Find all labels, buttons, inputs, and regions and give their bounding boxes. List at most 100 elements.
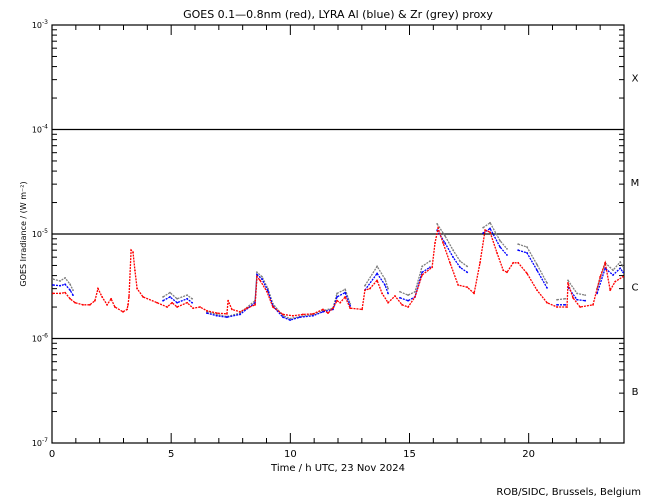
y-tick-label: 10-3 [32, 19, 48, 30]
data-point-blue [459, 266, 461, 269]
data-point-red [442, 242, 445, 244]
data-point-grey [459, 260, 461, 263]
data-point-red [136, 287, 138, 290]
data-point-red [74, 301, 77, 304]
data-point-blue [506, 254, 508, 256]
data-point-red [394, 295, 396, 297]
data-point-red [536, 289, 538, 292]
data-point-blue [452, 256, 455, 259]
data-point-red [156, 301, 159, 304]
data-point-grey [436, 222, 439, 225]
data-point-grey [72, 289, 74, 292]
data-point-blue [336, 296, 338, 298]
data-point-red [166, 306, 169, 308]
data-point-red [327, 312, 329, 315]
flare-class-label: X [632, 73, 639, 84]
data-point-grey [384, 278, 386, 281]
data-point-red [344, 296, 347, 298]
data-point-red [259, 279, 261, 282]
data-point-red [282, 313, 284, 316]
data-point-blue [344, 291, 347, 294]
data-point-blue [576, 298, 578, 301]
data-point-red [322, 308, 324, 311]
data-point-red [604, 261, 607, 264]
data-point-grey [482, 226, 485, 229]
data-point-blue [72, 294, 74, 297]
data-point-red [434, 242, 436, 244]
data-point-blue [298, 316, 301, 319]
data-point-red [216, 312, 218, 315]
data-point-red [369, 287, 371, 290]
data-point-blue [322, 310, 324, 313]
data-point-blue [376, 272, 378, 275]
x-tick-label: 20 [522, 449, 535, 460]
data-point-blue [584, 299, 587, 302]
data-point-red [199, 306, 201, 308]
x-tick-label: 10 [284, 449, 297, 460]
data-point-red [473, 292, 475, 295]
data-point-grey [387, 287, 389, 290]
flare-class-label: C [632, 282, 639, 293]
data-point-grey [169, 291, 171, 294]
data-point-red [130, 249, 133, 252]
data-point-blue [289, 319, 291, 321]
data-point-grey [376, 265, 378, 268]
data-point-grey [261, 275, 263, 278]
data-point-red [479, 261, 481, 264]
data-point-grey [517, 243, 520, 246]
data-point-red [206, 309, 208, 312]
data-point-blue [622, 271, 624, 274]
data-point-blue [407, 299, 409, 302]
data-point-blue [216, 314, 218, 317]
y-tick-label: 10-7 [32, 437, 48, 448]
data-point-red [339, 301, 342, 304]
data-point-grey [619, 261, 622, 263]
data-point-red [64, 291, 67, 294]
data-point-red [572, 296, 574, 299]
data-point-red [134, 269, 136, 272]
data-point-blue [444, 242, 446, 244]
data-point-grey [444, 234, 446, 237]
data-point-red [226, 312, 228, 315]
data-point-blue [384, 284, 386, 286]
data-point-blue [52, 284, 54, 286]
data-point-red [414, 296, 416, 298]
data-point-red [526, 272, 528, 275]
data-point-grey [216, 313, 218, 316]
chart-title: GOES 0.1—0.8nm (red), LYRA Al (blue) & Z… [183, 8, 493, 21]
data-point-red [579, 306, 582, 308]
data-point-red [592, 303, 594, 306]
data-point-grey [612, 269, 614, 272]
data-point-grey [556, 298, 558, 301]
data-point-blue [59, 284, 62, 287]
data-point-red [192, 307, 194, 310]
data-point-red [599, 275, 602, 278]
data-point-red [122, 310, 124, 313]
data-point-red [517, 261, 520, 264]
data-point-blue [526, 251, 528, 254]
data-point-red [376, 279, 378, 282]
data-point-red [246, 307, 248, 310]
data-point-red [88, 303, 91, 306]
data-point-red [110, 297, 113, 300]
data-point-red [59, 292, 62, 295]
data-point-grey [344, 288, 347, 291]
data-point-red [227, 299, 230, 302]
data-point-blue [399, 296, 401, 299]
y-tick-label: 10-6 [32, 333, 48, 344]
x-tick-label: 0 [49, 449, 55, 460]
data-point-grey [399, 290, 401, 293]
data-point-red [128, 296, 130, 298]
data-point-grey [191, 297, 194, 300]
data-point-grey [52, 278, 54, 281]
data-point-blue [186, 297, 189, 300]
flare-class-label: B [632, 387, 639, 398]
data-point-blue [536, 269, 538, 272]
data-point-red [186, 301, 189, 304]
data-point-grey [567, 279, 569, 282]
data-point-red [256, 275, 258, 278]
data-point-blue [261, 278, 263, 281]
data-point-grey [256, 271, 258, 274]
data-point-red [556, 306, 558, 308]
